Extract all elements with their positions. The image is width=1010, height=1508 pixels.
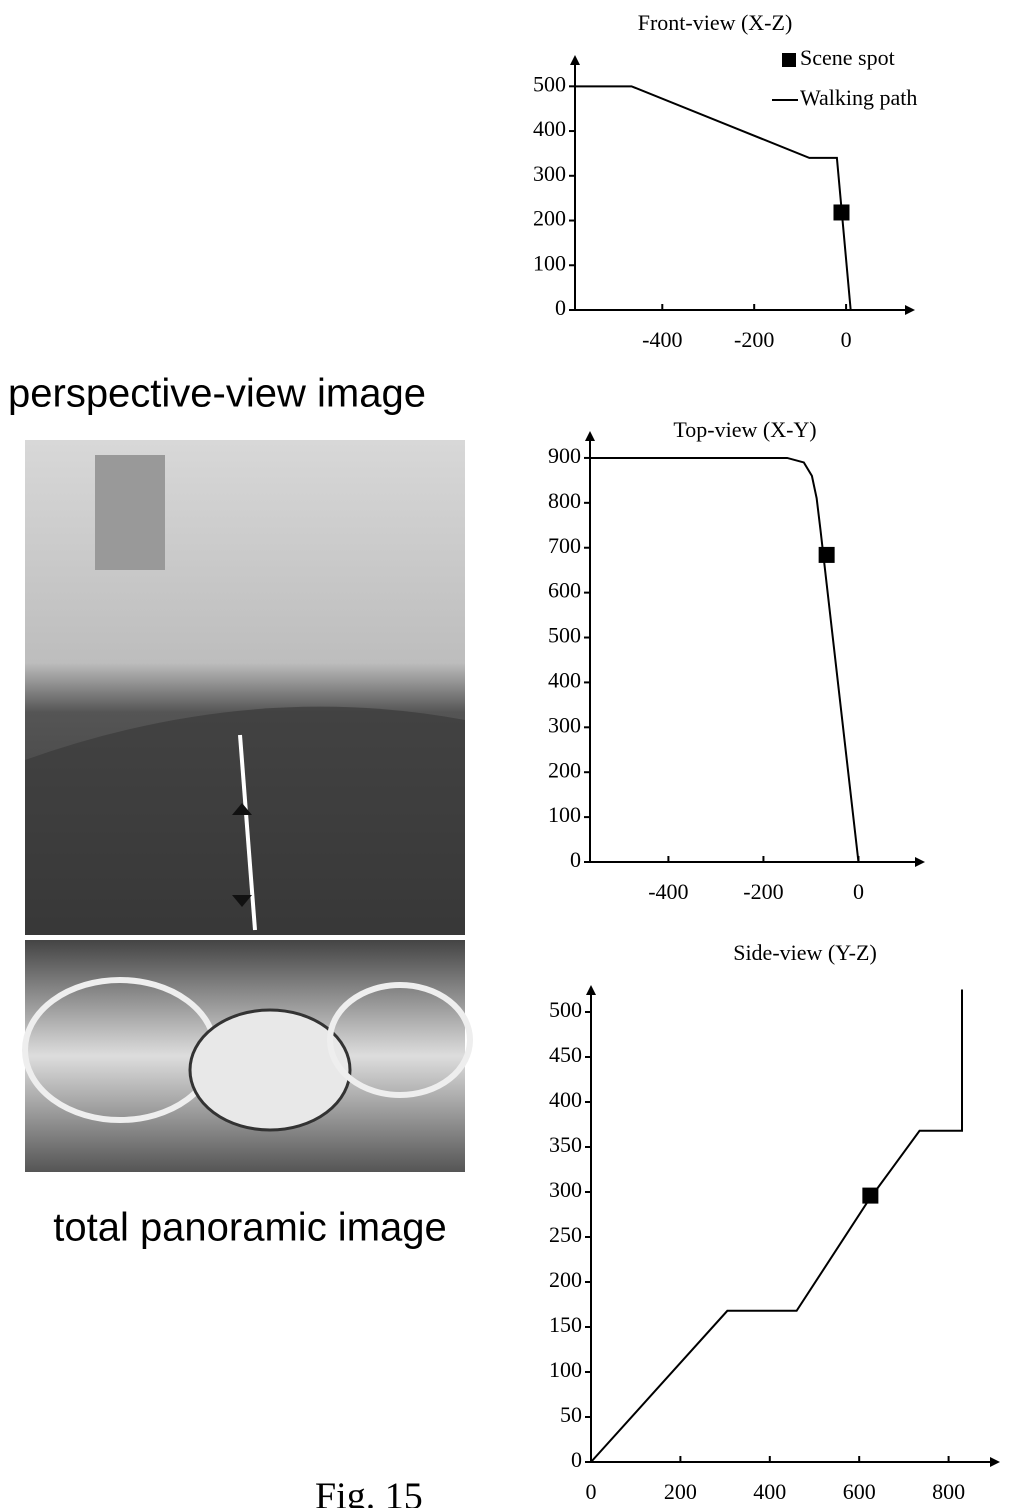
chart-title: Top-view (X-Y) — [673, 417, 816, 442]
y-axis-arrow — [585, 431, 595, 441]
y-tick-label: 100 — [549, 1357, 582, 1382]
y-tick-label: 100 — [533, 250, 566, 275]
scene-spot — [862, 1188, 878, 1204]
figure-label: Fig. 15 — [315, 1476, 423, 1508]
y-tick-label: 200 — [548, 757, 581, 782]
y-tick-label: 350 — [549, 1132, 582, 1157]
y-tick-label: 150 — [549, 1312, 582, 1337]
x-tick-label: 200 — [664, 1479, 697, 1504]
caption: total panoramic image — [53, 1206, 447, 1250]
y-axis-arrow — [570, 55, 580, 65]
y-tick-label: 200 — [549, 1267, 582, 1292]
y-tick-label: 100 — [548, 802, 581, 827]
chart-title: Front-view (X-Z) — [638, 10, 793, 35]
y-tick-label: 50 — [560, 1402, 582, 1427]
x-axis-arrow — [905, 305, 915, 315]
y-tick-label: 800 — [548, 488, 581, 513]
legend-label: Walking path — [800, 85, 917, 110]
x-tick-label: -400 — [642, 327, 682, 352]
x-axis-arrow — [990, 1457, 1000, 1467]
x-tick-label: 600 — [843, 1479, 876, 1504]
x-tick-label: -200 — [734, 327, 774, 352]
chart-title: Side-view (Y-Z) — [733, 940, 877, 965]
scene-spot — [833, 204, 849, 220]
x-tick-label: 0 — [586, 1479, 597, 1504]
y-tick-label: 300 — [548, 712, 581, 737]
y-tick-label: 200 — [533, 206, 566, 231]
y-tick-label: 700 — [548, 533, 581, 558]
walking-path — [575, 86, 851, 310]
caption: perspective-view image — [8, 372, 426, 416]
page: {"captions": {"perspective": "perspectiv… — [0, 0, 1010, 1508]
y-tick-label: 250 — [549, 1222, 582, 1247]
x-tick-label: -400 — [648, 879, 688, 904]
scene-spot — [819, 547, 835, 563]
x-axis-arrow — [915, 857, 925, 867]
y-tick-label: 0 — [570, 847, 581, 872]
walking-path — [591, 990, 962, 1463]
y-tick-label: 450 — [549, 1042, 582, 1067]
y-tick-label: 300 — [533, 161, 566, 186]
y-tick-label: 400 — [549, 1087, 582, 1112]
y-tick-label: 0 — [571, 1447, 582, 1472]
y-tick-label: 400 — [548, 667, 581, 692]
figure: perspective-view image total panoramic i… — [0, 0, 1010, 1508]
x-tick-label: 800 — [932, 1479, 965, 1504]
y-tick-label: 900 — [548, 443, 581, 468]
legend-label: Scene spot — [800, 45, 895, 70]
x-tick-label: 0 — [841, 327, 852, 352]
y-tick-label: 500 — [533, 71, 566, 96]
y-axis-arrow — [586, 985, 596, 995]
y-tick-label: 500 — [548, 623, 581, 648]
legend-marker — [782, 53, 796, 67]
perspective-image — [25, 440, 465, 935]
y-tick-label: 600 — [548, 578, 581, 603]
walking-path — [590, 458, 858, 862]
y-tick-label: 0 — [555, 295, 566, 320]
y-tick-label: 400 — [533, 116, 566, 141]
panoramic-image — [25, 940, 470, 1172]
y-tick-label: 500 — [549, 997, 582, 1022]
x-tick-label: -200 — [743, 879, 783, 904]
x-tick-label: 400 — [753, 1479, 786, 1504]
y-tick-label: 300 — [549, 1177, 582, 1202]
x-tick-label: 0 — [853, 879, 864, 904]
